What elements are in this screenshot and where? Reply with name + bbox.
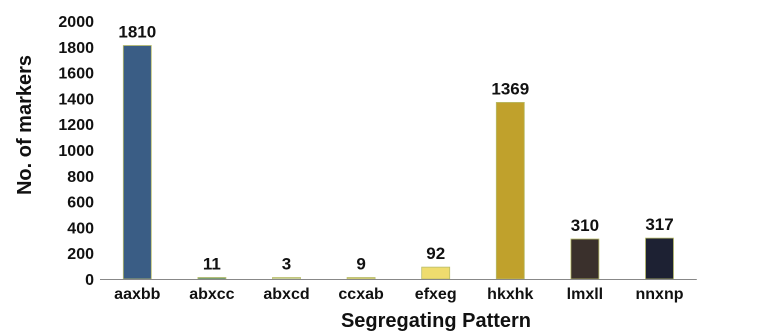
y-tick-label: 0 <box>85 272 94 289</box>
data-labels: 1810 11 3 9 92 1369 310 317 <box>118 23 673 274</box>
y-tick-label: 1600 <box>58 66 94 83</box>
x-tick-label-hkxhk: hkxhk <box>487 286 533 303</box>
bar-aaxbb <box>122 45 152 280</box>
y-tick-label: 200 <box>67 246 94 263</box>
data-label-hkxhk: 1369 <box>491 79 529 98</box>
y-tick-label: 1200 <box>58 117 94 134</box>
bar-nnxnp <box>645 237 674 280</box>
data-label-aaxbb: 1810 <box>118 23 156 42</box>
bar-ccxab <box>346 277 376 280</box>
y-axis-ticks: 0 200 400 600 800 1000 1200 1400 1600 1800 2000 <box>58 14 94 289</box>
x-tick-label-nnxnp: nnxnp <box>636 286 684 303</box>
data-label-abxcc: 11 <box>203 255 221 274</box>
bar-abxcc <box>197 277 227 280</box>
x-axis-title: Segregating Pattern <box>341 310 531 332</box>
y-tick-label: 1800 <box>58 40 94 57</box>
x-tick-label-abxcd: abxcd <box>263 286 309 303</box>
y-axis-title: No. of markers <box>14 55 36 195</box>
data-label-efxeg: 92 <box>426 244 445 263</box>
y-tick-label: 1000 <box>58 143 94 160</box>
x-axis-category-labels: aaxbb abxcc abxcd ccxab efxeg hkxhk lmxll nnxnp <box>114 286 684 303</box>
bar-lmxll <box>570 238 600 280</box>
y-tick-label: 400 <box>67 220 94 237</box>
bar-efxeg <box>421 266 451 280</box>
y-tick-label: 600 <box>67 195 94 212</box>
x-tick-label-ccxab: ccxab <box>338 286 384 303</box>
y-tick-label: 800 <box>67 169 94 186</box>
bar-abxcd <box>272 277 301 280</box>
bar-hkxhk <box>495 101 525 280</box>
data-label-ccxab: 9 <box>356 255 365 274</box>
bars <box>122 45 674 280</box>
data-label-abxcd: 3 <box>282 255 291 274</box>
data-label-nnxnp: 317 <box>645 215 673 234</box>
x-tick-label-aaxbb: aaxbb <box>114 286 160 303</box>
data-label-lmxll: 310 <box>571 216 599 235</box>
x-tick-label-efxeg: efxeg <box>415 286 457 303</box>
x-tick-label-abxcc: abxcc <box>189 286 234 303</box>
y-tick-label: 1400 <box>58 91 94 108</box>
y-tick-label: 2000 <box>58 14 94 31</box>
x-tick-label-lmxll: lmxll <box>567 286 603 303</box>
